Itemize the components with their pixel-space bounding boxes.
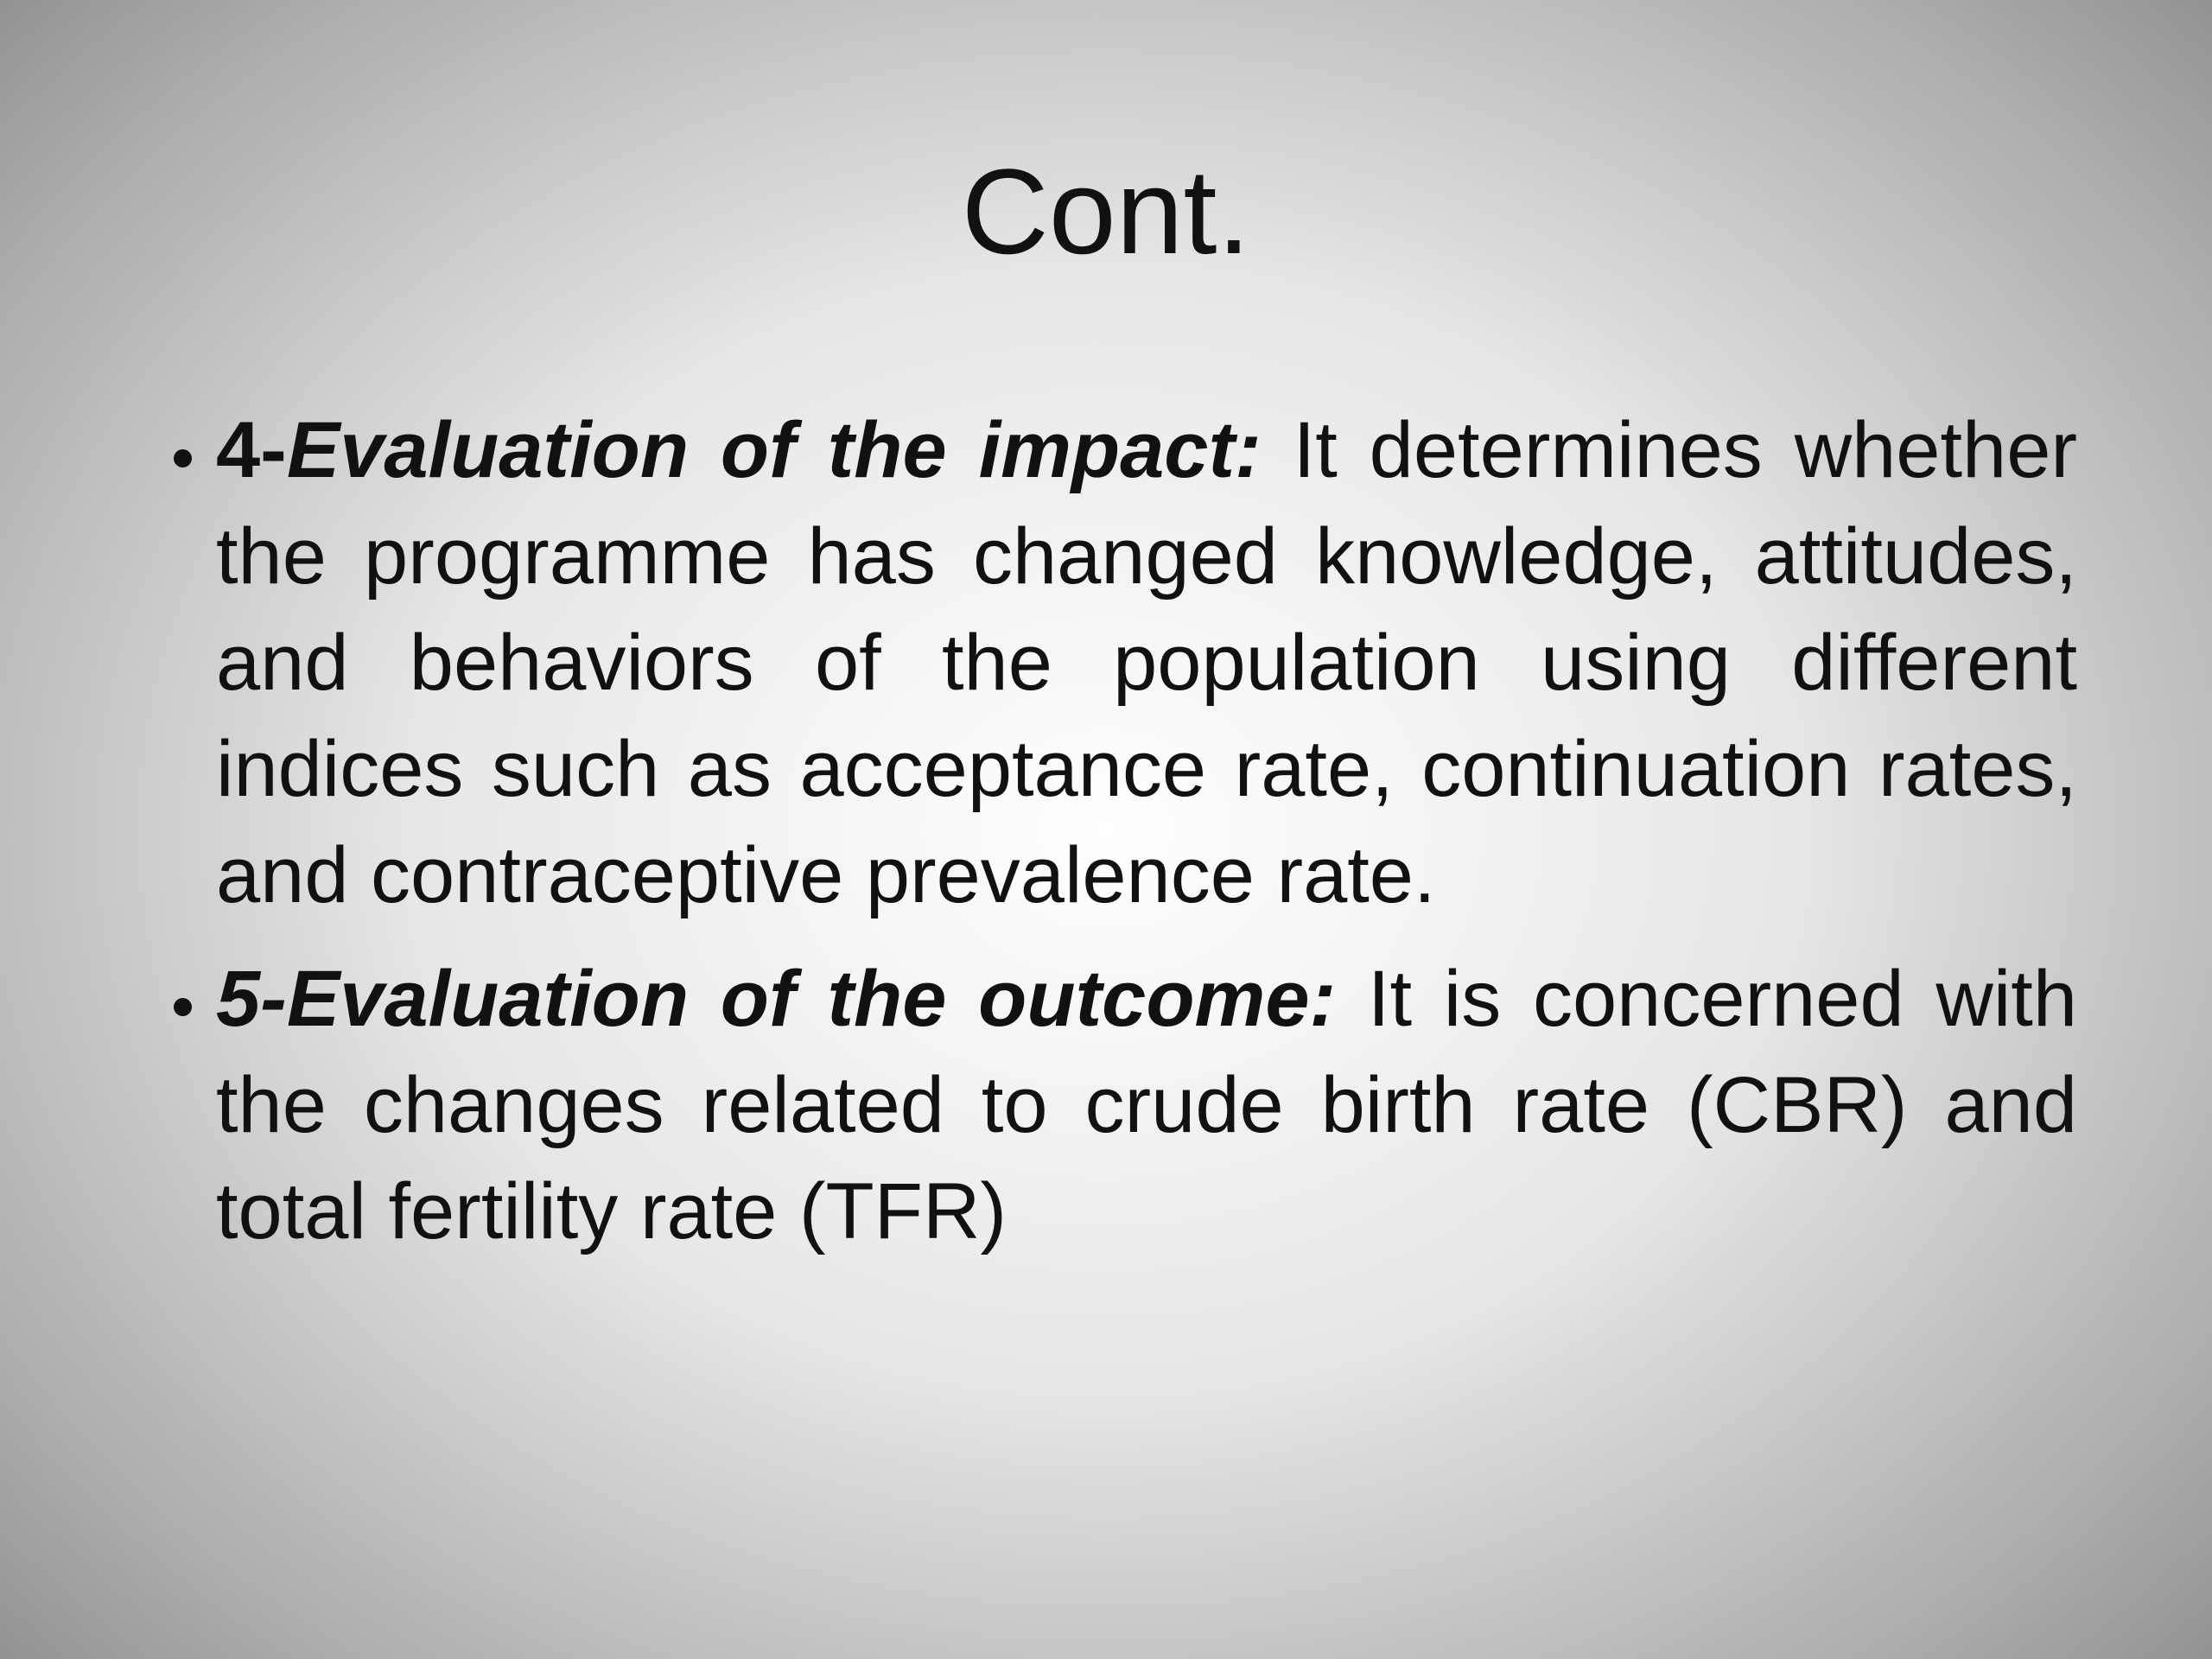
slide-title: Cont. [961,143,1251,279]
bullet-heading: Evaluation of the impact: [286,406,1262,494]
bullet-text: It determines whether the programme has … [216,406,2077,919]
bullet: 5-Evaluation of the outcome: It is conce… [216,946,2077,1265]
bullet-number: 5- [216,955,287,1043]
bullet-text: It is concerned with the changes related… [216,955,2078,1255]
bullet-heading: Evaluation of the outcome: [286,955,1337,1043]
bullet-list: 4-Evaluation of the impact: It determine… [216,397,2077,1282]
bullet-number: 4- [216,406,287,494]
bullet: 4-Evaluation of the impact: It determine… [216,397,2077,929]
